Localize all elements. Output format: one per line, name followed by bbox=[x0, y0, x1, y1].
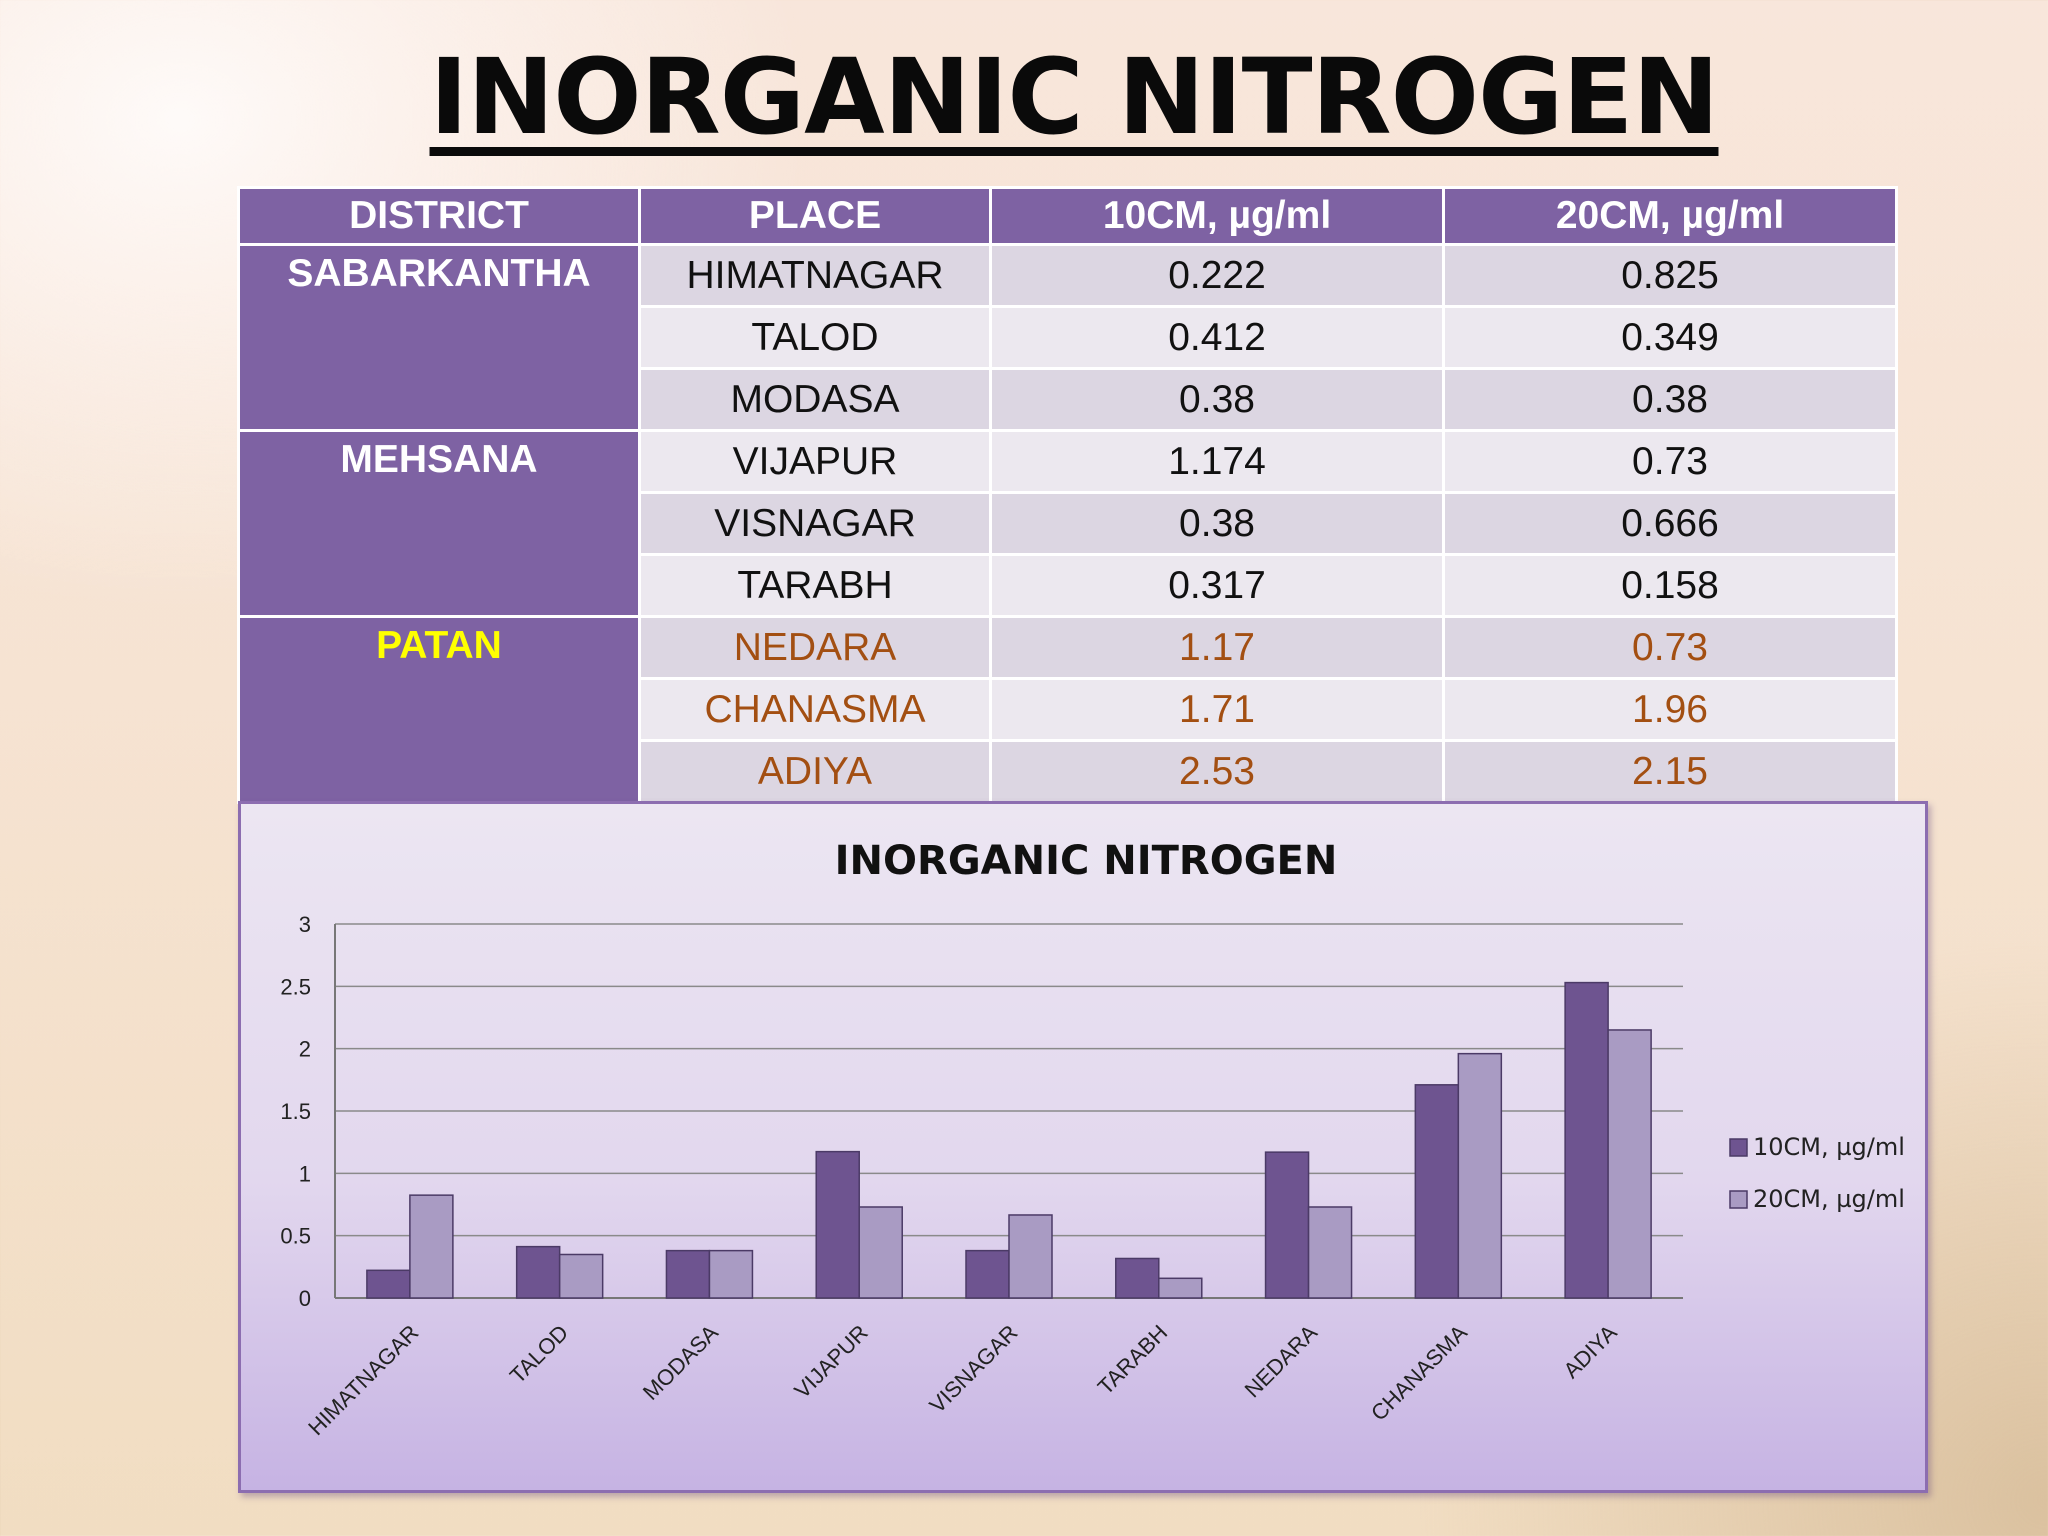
x-tick-label: ADIYA bbox=[1558, 1320, 1621, 1383]
value-20cm-cell: 1.96 bbox=[1442, 677, 1898, 742]
legend-label: 10CM, µg/ml bbox=[1753, 1133, 1905, 1161]
x-tick-label: CHANASMA bbox=[1366, 1320, 1472, 1426]
chart-panel: INORGANIC NITROGEN 0 0.5 1 1.5 2 2.5 3 HIMATNAG… bbox=[238, 801, 1928, 1493]
bar-20cm bbox=[1307, 1206, 1353, 1299]
value-20cm-cell: 0.73 bbox=[1442, 615, 1898, 680]
district-cell: SABARKANTHA bbox=[237, 243, 641, 432]
place-cell: HIMATNAGAR bbox=[638, 243, 992, 308]
y-tick-label: 1.5 bbox=[280, 1099, 311, 1124]
header-10cm: 10CM, µg/ml bbox=[989, 186, 1445, 246]
place-cell: TALOD bbox=[638, 305, 992, 370]
header-20cm: 20CM, µg/ml bbox=[1442, 186, 1898, 246]
value-10cm-cell: 0.38 bbox=[989, 367, 1445, 432]
table-row: VISNAGAR 0.38 0.666 bbox=[239, 491, 1898, 556]
table-row: SABARKANTHA HIMATNAGAR 0.222 0.825 bbox=[237, 243, 1898, 432]
bar-20cm bbox=[1457, 1052, 1503, 1299]
x-tick-label: TARABH bbox=[1093, 1320, 1173, 1400]
table-row: PATAN NEDARA 1.17 0.73 bbox=[237, 615, 1898, 804]
slide-title: INORGANIC NITROGEN bbox=[429, 36, 1720, 158]
district-cell: MEHSANA bbox=[237, 429, 641, 618]
bar-10cm bbox=[1264, 1151, 1310, 1299]
x-tick-label: HIMATNAGAR bbox=[303, 1320, 423, 1440]
table-row: TARABH 0.317 0.158 bbox=[239, 553, 1898, 618]
value-20cm-cell: 0.349 bbox=[1442, 305, 1898, 370]
bar-20cm bbox=[1158, 1277, 1203, 1299]
bar-20cm bbox=[858, 1206, 903, 1299]
bar-10cm bbox=[965, 1249, 1010, 1299]
bar-10cm bbox=[665, 1249, 711, 1299]
value-10cm-cell: 1.71 bbox=[989, 677, 1445, 742]
header-district: DISTRICT bbox=[237, 186, 641, 246]
chart-title: INORGANIC NITROGEN bbox=[834, 838, 1338, 884]
x-tick-label: TALOD bbox=[505, 1320, 573, 1388]
legend-swatch-20cm bbox=[1729, 1190, 1748, 1209]
bar-10cm bbox=[366, 1269, 411, 1299]
table-row: MODASA 0.38 0.38 bbox=[239, 367, 1898, 432]
legend-label: 20CM, µg/ml bbox=[1753, 1185, 1905, 1213]
value-10cm-cell: 1.174 bbox=[989, 429, 1445, 494]
table-row: MEHSANA VIJAPUR 1.174 0.73 bbox=[237, 429, 1898, 618]
bar-10cm bbox=[515, 1245, 561, 1299]
y-tick-label: 0 bbox=[299, 1286, 311, 1311]
x-tick-label: MODASA bbox=[638, 1320, 723, 1405]
value-10cm-cell: 0.412 bbox=[989, 305, 1445, 370]
legend-swatch-10cm bbox=[1729, 1138, 1748, 1157]
value-20cm-cell: 0.666 bbox=[1442, 491, 1898, 556]
place-cell: TARABH bbox=[638, 553, 992, 618]
value-20cm-cell: 0.158 bbox=[1442, 553, 1898, 618]
table-header-row: DISTRICT PLACE 10CM, µg/ml 20CM, µg/ml bbox=[237, 186, 1898, 246]
y-tick-label: 2 bbox=[299, 1037, 311, 1062]
bar-10cm bbox=[1115, 1257, 1160, 1299]
place-cell: MODASA bbox=[638, 367, 992, 432]
bar-20cm bbox=[708, 1249, 754, 1299]
bar-10cm bbox=[815, 1150, 860, 1299]
y-tick-label: 2.5 bbox=[280, 974, 311, 999]
value-10cm-cell: 0.38 bbox=[989, 491, 1445, 556]
y-tick-label: 0.5 bbox=[280, 1224, 311, 1249]
x-tick-label: NEDARA bbox=[1240, 1320, 1323, 1403]
x-tick-label: VIJAPUR bbox=[789, 1320, 872, 1403]
value-20cm-cell: 0.825 bbox=[1442, 243, 1898, 308]
value-10cm-cell: 2.53 bbox=[989, 739, 1445, 804]
district-cell: PATAN bbox=[237, 615, 641, 804]
x-tick-label: VISNAGAR bbox=[924, 1320, 1022, 1418]
table-row: TALOD 0.412 0.349 bbox=[239, 305, 1898, 370]
header-place: PLACE bbox=[638, 186, 992, 246]
value-10cm-cell: 1.17 bbox=[989, 615, 1445, 680]
bar-10cm bbox=[1414, 1084, 1460, 1299]
bar-20cm bbox=[1607, 1029, 1652, 1299]
value-20cm-cell: 0.73 bbox=[1442, 429, 1898, 494]
table-row: CHANASMA 1.71 1.96 bbox=[239, 677, 1898, 742]
place-cell: VISNAGAR bbox=[638, 491, 992, 556]
y-tick-label: 3 bbox=[299, 912, 311, 937]
value-10cm-cell: 0.317 bbox=[989, 553, 1445, 618]
place-cell: NEDARA bbox=[638, 615, 992, 680]
place-cell: VIJAPUR bbox=[638, 429, 992, 494]
value-20cm-cell: 0.38 bbox=[1442, 367, 1898, 432]
value-10cm-cell: 0.222 bbox=[989, 243, 1445, 308]
place-cell: CHANASMA bbox=[638, 677, 992, 742]
bar-20cm bbox=[409, 1194, 454, 1299]
value-20cm-cell: 2.15 bbox=[1442, 739, 1898, 804]
data-table: DISTRICT PLACE 10CM, µg/ml 20CM, µg/ml S… bbox=[237, 186, 1898, 804]
y-tick-label: 1 bbox=[299, 1161, 311, 1186]
place-cell: ADIYA bbox=[638, 739, 992, 804]
bar-20cm bbox=[1008, 1214, 1053, 1299]
bar-chart: 0 0.5 1 1.5 2 2.5 3 HIMATNAGAR TALOD MODASA VIJAPU… bbox=[280, 912, 1905, 1440]
bar-10cm bbox=[1564, 981, 1609, 1299]
bar-20cm bbox=[558, 1253, 604, 1299]
